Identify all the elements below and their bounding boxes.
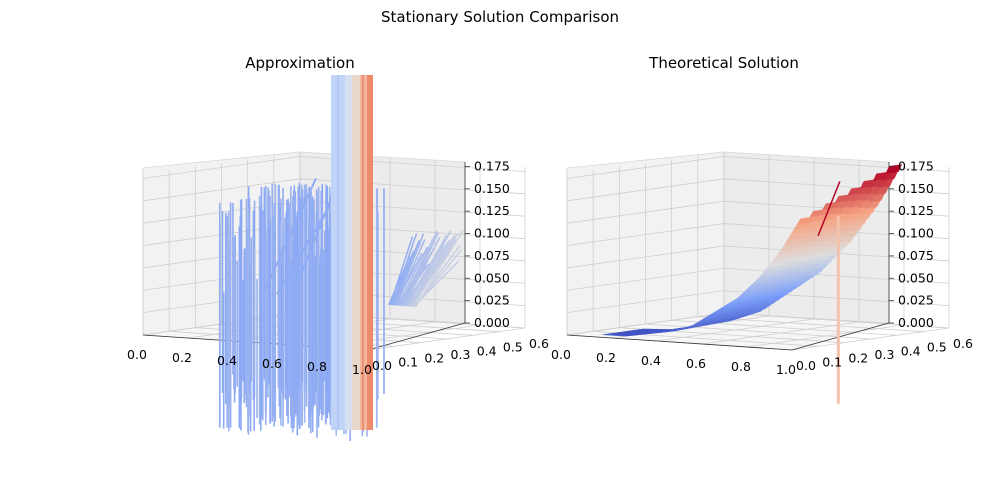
y-tick-label: 0.1: [398, 354, 418, 369]
z-tick-label: 0.025: [898, 293, 934, 308]
z-tick-label: 0.050: [474, 270, 510, 285]
z-tick-label: 0.100: [898, 226, 934, 241]
y-tick-label: 0.0: [372, 358, 392, 373]
surface-spike: [262, 177, 317, 294]
figure-suptitle: Stationary Solution Comparison: [381, 8, 619, 26]
z-tick-label: 0.150: [898, 181, 934, 196]
y-tick-label: 0.6: [529, 336, 549, 351]
surface-strand: [395, 239, 426, 306]
y-tick-label: 0.1: [822, 354, 842, 369]
y-tick-label: 0.2: [848, 351, 868, 366]
surface-strand: [397, 246, 429, 306]
approximation-title: Approximation: [245, 54, 354, 72]
x-tick-label: 0.6: [686, 356, 706, 371]
z-tick-label: 0.000: [898, 315, 934, 330]
x-tick-label: 0.6: [262, 356, 282, 371]
z-tick-label: 0.075: [474, 248, 510, 263]
z-tick-label: 0.150: [474, 181, 510, 196]
z-tick-label: 0.175: [474, 158, 510, 173]
y-tick-label: 0.4: [901, 343, 921, 358]
x-tick-label: 0.2: [596, 350, 616, 365]
y-tick-label: 0.5: [927, 340, 947, 355]
theoretical-title: Theoretical Solution: [648, 54, 799, 72]
y-tick-label: 0.3: [875, 347, 895, 362]
theoretical-axes: 0.0 0.2 0.4 0.6 0.8 1.0 0.0 0.1 0.2 0.3 0.4 0.5 0.6…: [551, 54, 973, 404]
x-tick-label: 0.0: [127, 347, 147, 362]
approximation-axes: 0.0 0.2 0.4 0.6 0.8 1.0 0.0 0.1 0.2 0.3 0.4 0.5 0.6…: [127, 54, 549, 441]
z-tick-labels: 0.000 0.025 0.050 0.075 0.100 0.125 0.150 0.175: [465, 158, 510, 330]
spike-band: [331, 75, 373, 430]
surface-strand: [392, 240, 421, 306]
y-tick-label: 0.2: [424, 351, 444, 366]
surface-facet: [809, 209, 827, 218]
x-tick-label: 0.2: [172, 350, 192, 365]
y-tick-labels: 0.0 0.1 0.2 0.3 0.4 0.5 0.6: [372, 336, 549, 373]
y-tick-label: 0.4: [477, 343, 497, 358]
surface-strand: [403, 237, 441, 307]
z-tick-label: 0.025: [474, 293, 510, 308]
surface-strand: [415, 230, 464, 307]
surface-strand: [395, 233, 425, 306]
z-tick-label: 0.100: [474, 226, 510, 241]
x-axis-line: [566, 334, 793, 351]
y-tick-label: 0.6: [953, 336, 973, 351]
z-tick-label: 0.000: [474, 315, 510, 330]
x-tick-label: 0.8: [307, 359, 327, 374]
surface-strand: [406, 234, 448, 307]
y-tick-label: 0.5: [503, 340, 523, 355]
z-tick-label: 0.125: [898, 203, 934, 218]
surface-ridge: [817, 181, 841, 237]
surface-strand: [408, 230, 452, 307]
x-tick-labels: 0.0 0.2 0.4 0.6 0.8 1.0: [127, 347, 372, 377]
x-tick-label: 1.0: [776, 362, 796, 377]
surface-facet: [796, 216, 814, 225]
x-tick-labels: 0.0 0.2 0.4 0.6 0.8 1.0: [551, 347, 796, 377]
x-tick-label: 0.0: [551, 347, 571, 362]
z-tick-labels: 0.000 0.025 0.050 0.075 0.100 0.125 0.150 0.175: [889, 158, 934, 330]
x-tick-label: 1.0: [352, 362, 372, 377]
x-tick-label: 0.4: [641, 353, 661, 368]
surface-strand: [391, 233, 418, 306]
surface-strand: [414, 249, 463, 308]
y-axis-line: [791, 322, 890, 351]
y-tick-label: 0.0: [796, 358, 816, 373]
x-tick-label: 0.8: [731, 359, 751, 374]
z-tick-label: 0.050: [898, 270, 934, 285]
y-tick-label: 0.3: [451, 347, 471, 362]
y-tick-labels: 0.0 0.1 0.2 0.3 0.4 0.5 0.6: [796, 336, 973, 373]
surface-strand: [402, 232, 440, 307]
theoretical-surface: [602, 164, 903, 404]
surface-strand: [389, 236, 414, 306]
surface-strand: [401, 230, 438, 307]
surface-strand: [412, 233, 459, 307]
surface-spike: [276, 205, 331, 295]
x-tick-label: 0.4: [217, 353, 237, 368]
z-tick-label: 0.125: [474, 203, 510, 218]
surface-strand: [411, 234, 456, 307]
z-tick-label: 0.075: [898, 248, 934, 263]
z-tick-label: 0.175: [898, 158, 934, 173]
